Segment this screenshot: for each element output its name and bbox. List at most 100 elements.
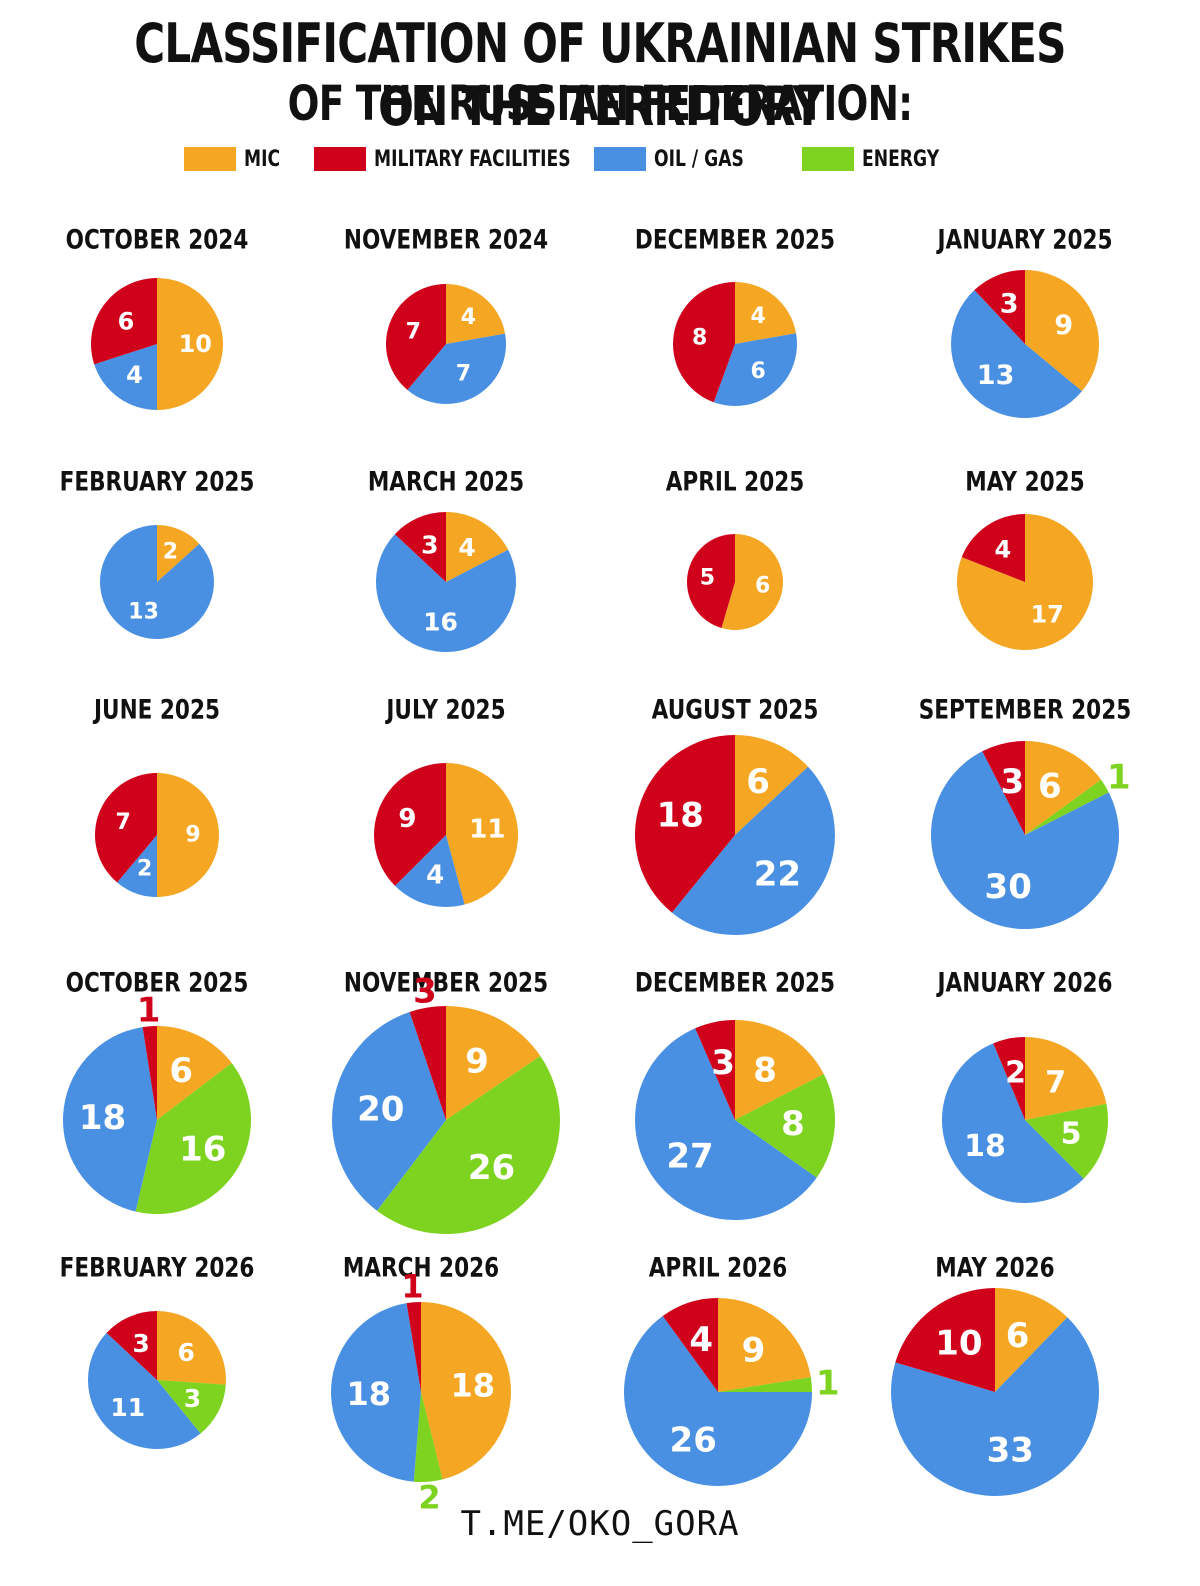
pie-chart-october-2025: OCTOBER 2025 6 16 18 1 [62,966,252,1215]
pie-slice-military-facilities [695,1020,735,1120]
pie-slice-oil-gas [624,1315,812,1486]
legend-label-oil-gas: OIL / GAS [654,146,744,172]
pie-data-label-mic: 9 [185,823,200,848]
pie-slice-mic [421,1302,511,1480]
pie-chart-february-2025: FEBRUARY 2025 2 13 [60,465,254,639]
pie-slice-oil-gas [395,835,465,908]
pie-slice-oil-gas [930,751,1119,930]
pie-data-label-energy: 16 [179,1130,226,1170]
legend-item-mic: MIC [184,144,290,174]
pie-data-label-mic: 17 [1030,601,1063,629]
pie-data-label-oil-gas: 11 [110,1393,145,1422]
pie-data-label-military-facilities: 3 [1000,289,1019,320]
pie-data-label-mic: 7 [1045,1065,1066,1100]
legend-swatch-mic [184,147,236,171]
pie-slice-energy [135,1063,252,1215]
pie-slice-military-facilities [386,284,446,390]
pie-data-label-mic: 4 [461,305,476,330]
pie-chart-december-2025: DECEMBER 2025 88 27 3 [635,966,835,1220]
pie-title: FEBRUARY 2026 [60,1251,255,1283]
pie-data-label-oil-gas: 18 [79,1098,126,1138]
pie-slice-military-facilities [961,514,1025,582]
legend-label-military-facilities: MILITARY FACILITIES [374,146,571,172]
pie-data-label-oil-gas: 4 [426,860,444,890]
pie-slice-mic [157,773,219,897]
legend-item-military-facilities: MILITARY FACILITIES [314,144,626,174]
pie-slice-oil-gas [891,1317,1100,1497]
pie-slice-military-facilities [90,278,157,365]
pie-slice-energy [1025,779,1109,835]
pie-slice-oil-gas [375,534,516,653]
pie-chart-august-2025: AUGUST 2025 6 22 18 [635,693,836,936]
pie-title: JULY 2025 [385,693,506,725]
pie-data-label-oil-gas: 33 [987,1430,1034,1470]
pie-data-label-mic: 6 [746,762,770,802]
pie-data-label-mic: 9 [1054,310,1073,341]
pie-data-label-mic: 6 [1038,766,1062,806]
pie-title: APRIL 2026 [649,1251,788,1283]
pie-title: OCTOBER 2024 [66,223,249,255]
footer-channel-link: T.ME/OKO_GORA [460,1504,740,1544]
pie-slice-energy [735,1073,836,1178]
pie-data-label-oil-gas: 2 [137,856,152,881]
pie-data-label-oil-gas: 18 [964,1129,1006,1164]
pie-slice-military-facilities [974,270,1025,344]
legend-swatch-oil-gas [594,147,646,171]
pie-data-label-oil-gas: 7 [456,362,471,387]
pie-data-label-military-facilities: 4 [689,1320,713,1360]
pie-slice-mic [735,282,797,344]
legend-label-energy: ENERGY [862,146,940,172]
pie-title: JANUARY 2026 [936,966,1113,998]
pie-data-label-mic: 6 [1006,1316,1030,1356]
pie-slice-mic [1025,270,1100,392]
pie-chart-march-2025: MARCH 2025 4 16 3 [368,465,524,653]
pie-slice-oil-gas [407,333,507,405]
legend: MIC MILITARY FACILITIES OIL / GAS ENERGY [0,144,1200,174]
pie-slice-military-facilities [895,1288,995,1392]
pie-title: NOVEMBER 2024 [344,223,548,255]
pie-data-label-mic: 9 [742,1331,766,1371]
chart-title-line-2: OF THE RUSSIAN FEDERATION: [287,76,913,132]
pie-slice-oil-gas [100,525,215,639]
pie-data-label-mic: 4 [750,304,765,329]
pie-data-label-military-facilities: 3 [132,1329,149,1358]
pie-data-label-military-facilities: 6 [118,308,135,336]
pie-data-label-oil-gas: 27 [666,1137,713,1177]
pie-slice-mic [735,735,809,835]
pie-title: AUGUST 2025 [652,693,819,725]
pie-slice-oil-gas [94,344,157,410]
pie-chart-december-2025: DECEMBER 2025 4 6 8 [635,223,835,407]
pie-data-label-energy: 2 [418,1479,440,1517]
pie-chart-october-2024: OCTOBER 2024 10 4 6 [66,223,249,410]
pie-chart-may-2025: MAY 2025 17 4 [957,465,1094,650]
legend-swatch-military-facilities [314,147,366,171]
pie-title: MARCH 2026 [343,1251,499,1283]
pie-slice-mic [446,763,519,905]
pie-slice-oil-gas [117,835,157,897]
pie-chart-january-2026: JANUARY 2026 7 5 18 2 [936,966,1113,1204]
pie-chart-april-2025: APRIL 2025 6 5 [666,465,804,630]
pie-data-label-military-facilities: 7 [116,810,131,835]
pie-data-label-oil-gas: 20 [357,1089,404,1129]
pie-data-label-mic: 18 [451,1367,496,1405]
pie-chart-may-2026: MAY 2026 6 33 10 [891,1251,1100,1497]
pie-data-label-oil-gas: 30 [985,867,1032,907]
pie-slice-military-facilities [635,735,735,913]
pie-slice-oil-gas [635,1028,817,1220]
pie-data-label-mic: 6 [177,1338,194,1367]
pie-title: MARCH 2025 [368,465,524,497]
pie-data-label-oil-gas: 26 [670,1421,717,1461]
pie-slice-military-facilities [142,1026,157,1120]
pie-chart-june-2025: JUNE 2025 9 27 [92,693,220,897]
pie-slice-energy [377,1056,561,1235]
pie-slice-oil-gas [713,333,798,407]
pie-slice-military-facilities [106,1311,157,1380]
pie-data-label-oil-gas: 22 [754,855,801,895]
pie-slice-energy [1025,1103,1109,1179]
pie-chart-july-2025: JULY 2025 11 49 [374,693,519,908]
pie-slice-energy [157,1380,226,1434]
pie-data-label-military-facilities: 3 [421,530,438,559]
pie-chart-november-2025: NOVEMBER 2025 9 26 20 3 [332,966,561,1235]
legend-label-mic: MIC [244,146,281,172]
